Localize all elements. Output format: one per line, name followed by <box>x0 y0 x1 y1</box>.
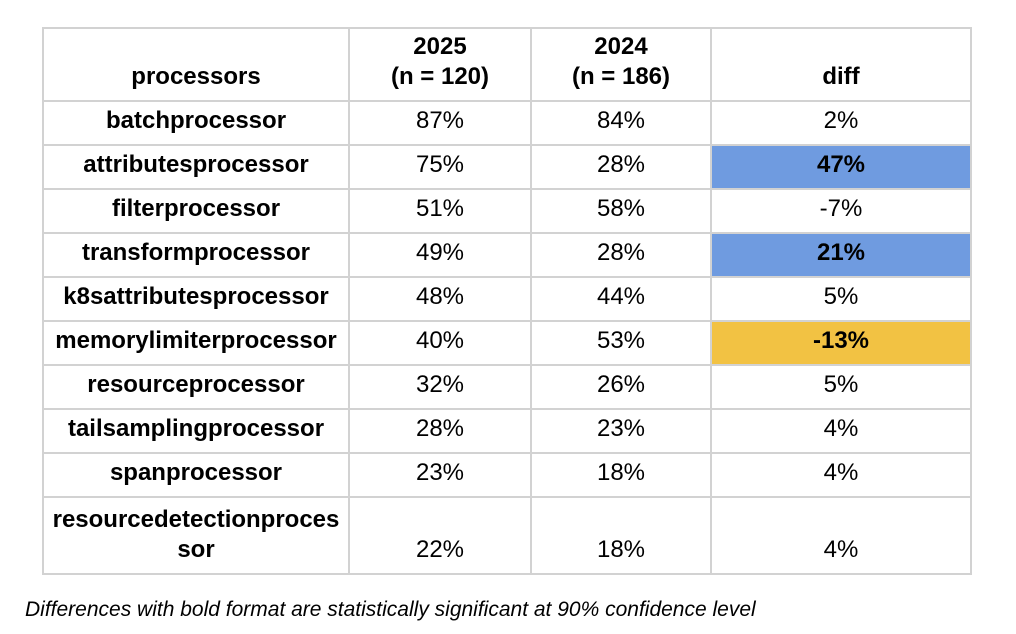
processor-name-cell: batchprocessor <box>42 100 350 146</box>
table-row: k8sattributesprocessor 48% 44% 5% <box>42 276 972 322</box>
processor-name-cell: resourcedetectionprocessor <box>42 496 350 575</box>
processor-name-cell: filterprocessor <box>42 188 350 234</box>
diff-cell: 47% <box>710 144 972 190</box>
value-2025-cell: 40% <box>348 320 532 366</box>
column-header-line: (n = 120) <box>390 63 490 90</box>
diff-cell: 21% <box>710 232 972 278</box>
processor-name-cell: tailsamplingprocessor <box>42 408 350 454</box>
value-2024-cell: 53% <box>530 320 712 366</box>
diff-cell: -13% <box>710 320 972 366</box>
column-header-processor: processors <box>42 27 350 102</box>
value-2024-cell: 84% <box>530 100 712 146</box>
value-2025-cell: 48% <box>348 276 532 322</box>
diff-cell: 4% <box>710 452 972 498</box>
table-row: spanprocessor 23% 18% 4% <box>42 452 972 498</box>
value-2025-cell: 28% <box>348 408 532 454</box>
value-2024-cell: 44% <box>530 276 712 322</box>
value-2025-cell: 32% <box>348 364 532 410</box>
column-header-line: processors <box>131 63 261 90</box>
value-2024-cell: 58% <box>530 188 712 234</box>
table-row: attributesprocessor 75% 28% 47% <box>42 144 972 190</box>
value-2024-cell: 18% <box>530 496 712 575</box>
value-2025-cell: 51% <box>348 188 532 234</box>
diff-cell: 5% <box>710 364 972 410</box>
value-2025-cell: 23% <box>348 452 532 498</box>
value-2024-cell: 28% <box>530 232 712 278</box>
processor-name-cell: spanprocessor <box>42 452 350 498</box>
column-header-y2025: 2025 (n = 120) <box>348 27 532 102</box>
diff-cell: 4% <box>710 408 972 454</box>
column-header-line: diff <box>822 63 860 90</box>
processor-name-cell: memorylimiterprocessor <box>42 320 350 366</box>
value-2025-cell: 87% <box>348 100 532 146</box>
processors-table-container: processors 2025 (n = 120) 2024 (n = 186) diff… <box>42 27 972 575</box>
table-body: batchprocessor 87% 84% 2% attributesprocesso… <box>42 100 972 575</box>
processor-name-cell: resourceprocessor <box>42 364 350 410</box>
table-row: resourcedetectionprocessor 22% 18% 4% <box>42 496 972 575</box>
column-header-diff: diff <box>710 27 972 102</box>
value-2024-cell: 23% <box>530 408 712 454</box>
table-row: transformprocessor 49% 28% 21% <box>42 232 972 278</box>
value-2025-cell: 49% <box>348 232 532 278</box>
table-row: filterprocessor 51% 58% -7% <box>42 188 972 234</box>
table-row: batchprocessor 87% 84% 2% <box>42 100 972 146</box>
table-header: processors 2025 (n = 120) 2024 (n = 186) diff <box>42 27 972 102</box>
significance-footnote: Differences with bold format are statist… <box>25 598 756 621</box>
column-header-line: (n = 186) <box>571 63 671 90</box>
value-2024-cell: 28% <box>530 144 712 190</box>
diff-cell: 2% <box>710 100 972 146</box>
diff-cell: 4% <box>710 496 972 575</box>
value-2025-cell: 75% <box>348 144 532 190</box>
value-2024-cell: 18% <box>530 452 712 498</box>
table-row: memorylimiterprocessor 40% 53% -13% <box>42 320 972 366</box>
processor-name-cell: k8sattributesprocessor <box>42 276 350 322</box>
diff-cell: -7% <box>710 188 972 234</box>
diff-cell: 5% <box>710 276 972 322</box>
processor-name-cell: transformprocessor <box>42 232 350 278</box>
table-row: resourceprocessor 32% 26% 5% <box>42 364 972 410</box>
table-header-row: processors 2025 (n = 120) 2024 (n = 186) diff <box>42 27 972 102</box>
value-2025-cell: 22% <box>348 496 532 575</box>
table-row: tailsamplingprocessor 28% 23% 4% <box>42 408 972 454</box>
value-2024-cell: 26% <box>530 364 712 410</box>
column-header-line: 2025 <box>413 33 467 60</box>
processor-name-cell: attributesprocessor <box>42 144 350 190</box>
column-header-line: 2024 <box>594 33 648 60</box>
processors-comparison-table: processors 2025 (n = 120) 2024 (n = 186) diff… <box>42 27 972 575</box>
column-header-y2024: 2024 (n = 186) <box>530 27 712 102</box>
